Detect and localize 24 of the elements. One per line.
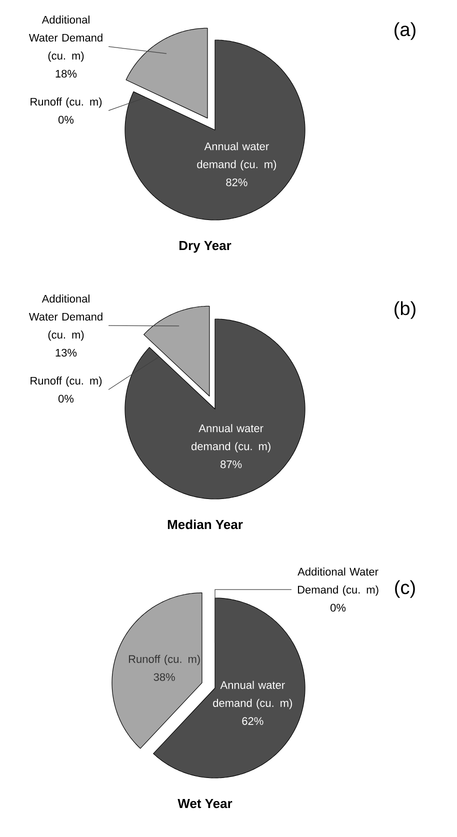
legend-label: Runoff (cu. m) (30, 98, 102, 108)
data-label: 18% (56, 70, 77, 78)
text: Median Year (168, 520, 243, 530)
text: 0% (58, 116, 74, 124)
text: Wet Year (178, 799, 232, 808)
slice-label: Annual water demand (cu. m) (213, 680, 292, 710)
data-label: 13% (56, 348, 77, 357)
text: (c) (395, 580, 415, 598)
data-label: 38% (154, 673, 175, 681)
text: (a) (394, 22, 416, 40)
category-label: Runoff (cu. m) (30, 376, 102, 387)
slice-label: Annual water demand (cu. m) (197, 142, 276, 170)
slice-label: Runoff (cu. m) (128, 654, 200, 666)
data-label: 82% (226, 178, 248, 186)
data-label: 62% (242, 717, 264, 725)
text: Dry Year (179, 241, 232, 253)
category-label: Additional Water Demand (cu. m) (298, 568, 378, 596)
slice-label: Annual water demand (cu. m) (191, 424, 270, 452)
data-label: 87% (220, 460, 242, 468)
text: (b) (394, 301, 416, 319)
text: 0% (330, 604, 346, 612)
slice-label: Additional Water Demand (cu. m) (28, 294, 102, 341)
text: 0% (58, 394, 74, 403)
slice-label: Additional Water Demand (cu. m) (28, 16, 102, 62)
